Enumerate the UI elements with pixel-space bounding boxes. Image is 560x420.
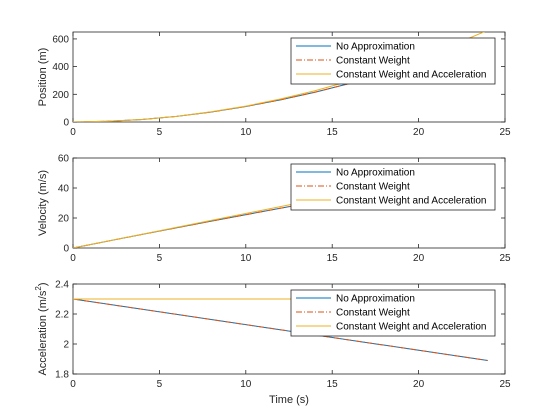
y-tick-label: 600	[52, 34, 69, 45]
y-tick-label: 40	[58, 184, 70, 195]
y-tick-label: 1.8	[55, 370, 69, 381]
legend-entry-label: No Approximation	[336, 42, 415, 53]
legend-entry-label: Constant Weight and Acceleration	[336, 322, 486, 333]
y-axis-label: Velocity (m/s)	[37, 170, 49, 236]
x-tick-label: 20	[413, 379, 425, 390]
subplot-2: 0 5 10 15 20 25 0 20 40 60 Velocity (m/s) No Approx…	[37, 154, 511, 265]
x-tick-label: 5	[157, 379, 163, 390]
legend-entry-label: No Approximation	[336, 168, 415, 179]
x-tick-label: 0	[70, 379, 76, 390]
y-tick-label: 60	[58, 154, 70, 165]
x-tick-label: 5	[157, 253, 163, 264]
y-tick-label: 0	[63, 244, 69, 255]
y-tick-label: 2.2	[55, 310, 69, 321]
x-tick-label: 0	[70, 253, 76, 264]
legend-entry-label: Constant Weight	[336, 308, 410, 319]
x-tick-label: 0	[70, 127, 76, 138]
legend: No Approximation Constant Weight Constant …	[290, 289, 496, 337]
y-tick-label: 2.4	[55, 280, 69, 291]
x-tick-label: 25	[499, 379, 511, 390]
y-tick-label: 400	[52, 62, 69, 73]
x-tick-label: 10	[240, 127, 252, 138]
y-axis-label: Acceleration (m/s2)	[34, 282, 49, 375]
y-tick-label: 0	[63, 118, 69, 129]
x-tick-label: 15	[327, 127, 339, 138]
y-tick-label: 20	[58, 214, 70, 225]
y-tick-label: 2	[63, 340, 69, 351]
x-tick-label: 5	[157, 127, 163, 138]
x-tick-label: 15	[327, 379, 339, 390]
legend: No Approximation Constant Weight Constant …	[290, 163, 496, 211]
x-tick-label: 10	[240, 253, 252, 264]
legend-entry-label: Constant Weight and Acceleration	[336, 196, 486, 207]
x-tick-label: 25	[499, 127, 511, 138]
legend-entry-label: Constant Weight	[336, 56, 410, 67]
y-tick-label: 200	[52, 90, 69, 101]
legend-entry-label: Constant Weight and Acceleration	[336, 70, 486, 81]
x-tick-label: 20	[413, 127, 425, 138]
x-tick-label: 15	[327, 253, 339, 264]
series-line-2	[73, 298, 488, 361]
y-axis-label: Position (m)	[37, 48, 49, 107]
legend-entry-label: Constant Weight	[336, 182, 410, 193]
legend-entry-label: No Approximation	[336, 294, 415, 305]
x-tick-label: 25	[499, 253, 511, 264]
x-tick-label: 20	[413, 253, 425, 264]
subplot-3: 0 5 10 15 20 25 1.8 2 2.2 2.4 Acceleration (m/s2) T…	[34, 280, 511, 407]
x-tick-label: 10	[240, 379, 252, 390]
x-axis-label: Time (s)	[269, 394, 309, 406]
legend: No Approximation Constant Weight Constant …	[290, 37, 496, 85]
